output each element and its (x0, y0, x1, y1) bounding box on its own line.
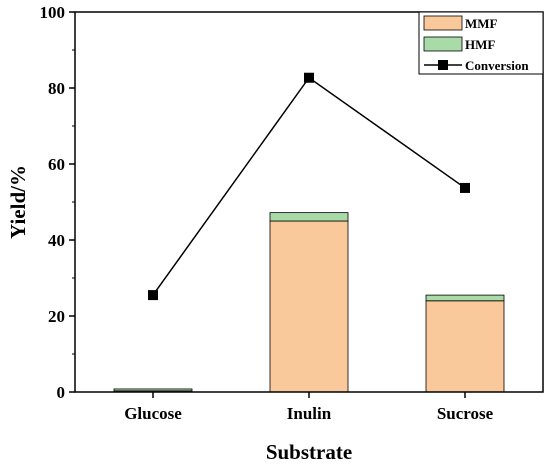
x-tick-label-inulin: Inulin (287, 404, 332, 423)
conversion-point-inulin (304, 72, 314, 83)
legend-swatch-hmf (423, 36, 463, 52)
y-tick-label: 20 (48, 307, 65, 326)
x-tick-label-glucose: Glucose (124, 404, 182, 423)
legend-label-hmf: HMF (465, 37, 495, 52)
x-axis-title: Substrate (266, 440, 352, 464)
bar-hmf-inulin (269, 212, 349, 222)
legend-label-mmf: MMF (465, 16, 498, 31)
y-tick-label: 100 (40, 3, 66, 22)
conversion-line-layer (148, 72, 470, 301)
y-tick-label: 60 (48, 155, 65, 174)
y-tick-label: 0 (57, 383, 66, 402)
bar-mmf-inulin (269, 220, 349, 393)
legend-swatch-mmf (423, 15, 463, 31)
bar-hmf-glucose (113, 388, 193, 392)
x-axis: Glucose Inulin Sucrose (124, 392, 494, 423)
bar-mmf-sucrose (425, 300, 505, 393)
legend-marker-conversion (438, 60, 448, 70)
y-tick-label: 80 (48, 79, 65, 98)
x-tick-label-sucrose: Sucrose (437, 404, 494, 423)
legend: MMF HMF Conversion (418, 11, 544, 75)
y-axis: 0 20 40 60 80 100 (40, 3, 75, 402)
bars-layer (113, 212, 505, 393)
y-axis-title: Yield/% (6, 165, 30, 239)
bar-hmf-sucrose (425, 294, 505, 302)
conversion-point-glucose (148, 290, 158, 301)
y-tick-label: 40 (48, 231, 65, 250)
conversion-point-sucrose (460, 182, 470, 193)
legend-label-conversion: Conversion (465, 58, 529, 73)
